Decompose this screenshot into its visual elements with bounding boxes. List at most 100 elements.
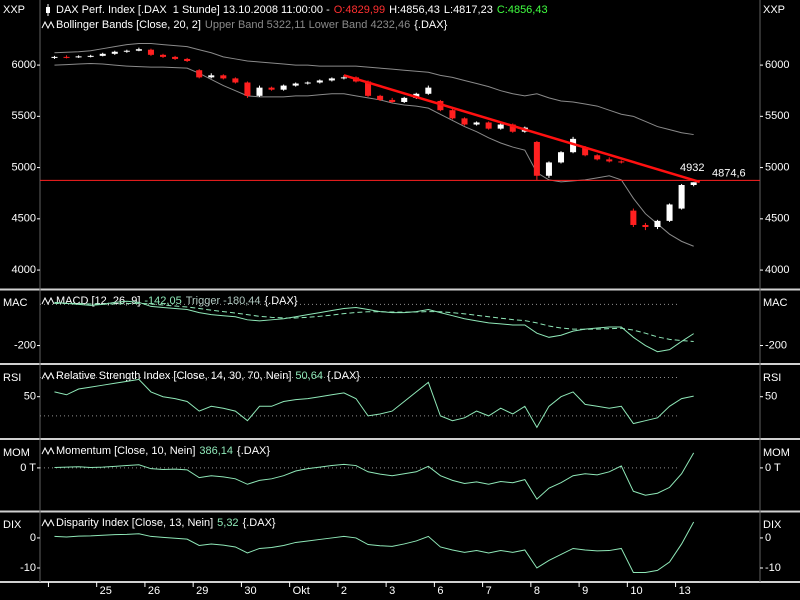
legend-item: C:4856,43: [497, 4, 548, 16]
legend-item: 386,14: [199, 445, 233, 457]
legend-item: Relative Strength Index [Close, 14, 30, …: [56, 370, 291, 382]
candle-body: [437, 100, 444, 111]
candle-body: [377, 95, 384, 100]
y-tick-label: 4000: [12, 264, 36, 276]
x-tick-label: Okt: [293, 585, 310, 597]
legend-item: Upper Band 5322,11 Lower Band 4232,46: [205, 19, 410, 31]
axis-name: MAC: [3, 297, 28, 309]
candle-body: [654, 220, 661, 228]
legend-item: {.DAX}: [265, 295, 298, 307]
candle-body: [99, 53, 106, 56]
legend-item: Bollinger Bands [Close, 20, 2]: [56, 19, 201, 31]
x-tick-label: 13: [679, 585, 691, 597]
bollinger-band: [54, 63, 694, 247]
candle-body: [232, 78, 239, 83]
y-tick-label: 4500: [765, 213, 789, 225]
candle-body: [184, 58, 191, 61]
axis-name: DIX: [763, 519, 782, 531]
candle-body: [340, 77, 347, 79]
candle-body: [485, 122, 492, 129]
legend-item: Disparity Index [Close, 13, Nein]: [56, 517, 213, 529]
y-tick-label: 6000: [12, 59, 36, 71]
y-tick-label: -10: [765, 562, 781, 574]
y-tick-label: -10: [20, 562, 36, 574]
x-tick-label: 26: [148, 585, 160, 597]
legend-text: Bollinger Bands [Close, 20, 2] Upper Band…: [56, 19, 448, 31]
x-tick-label: 3: [389, 585, 395, 597]
bollinger-band: [54, 43, 694, 136]
y-tick-label: 5000: [765, 161, 789, 173]
legend-text: Relative Strength Index [Close, 14, 30, …: [56, 370, 360, 382]
y-tick-label: 5500: [12, 110, 36, 122]
candle-body: [244, 82, 251, 96]
trend-line: [343, 74, 701, 184]
legend-item: 5,32: [217, 517, 238, 529]
x-tick-label: 10: [630, 585, 642, 597]
x-tick-label: 30: [244, 585, 256, 597]
candle-body: [365, 81, 372, 96]
candle-body: [630, 210, 637, 225]
y-tick-label: 5500: [765, 110, 789, 122]
candle-body: [135, 49, 142, 51]
candle-body: [618, 161, 625, 163]
indicator-line: [54, 378, 694, 429]
axis-name: MOM: [3, 447, 30, 459]
legend-text: DAX Perf. Index [.DAX 1 Stunde] 13.10.20…: [56, 4, 548, 16]
legend-item: 50,64: [295, 370, 323, 382]
candle-body: [87, 55, 94, 57]
y-tick-label: 50: [24, 391, 36, 403]
x-tick-label: 29: [196, 585, 208, 597]
candle-body: [557, 152, 565, 163]
axis-name: MOM: [763, 447, 790, 459]
y-tick-label: 0 T: [765, 462, 781, 474]
y-tick-label: 0: [765, 532, 771, 544]
candle-body: [449, 110, 456, 119]
x-tick-label: 25: [100, 585, 112, 597]
candle-body: [268, 87, 275, 90]
candle-body: [51, 56, 58, 58]
trend-line-label: 4932: [680, 162, 704, 174]
y-tick-label: 4000: [765, 264, 789, 276]
legend-item: Momentum [Close, 10, Nein]: [56, 445, 195, 457]
legend-icon: [41, 518, 55, 528]
candle-body: [220, 75, 227, 79]
candle-body: [690, 182, 697, 185]
legend-icon: [41, 371, 55, 381]
candle-body: [160, 54, 167, 57]
x-tick-label: 9: [582, 585, 588, 597]
candle-body: [75, 56, 82, 58]
legend-item: Trigger -180,44: [186, 295, 261, 307]
indicator-line: [54, 452, 695, 500]
legend-item: L:4817,23: [444, 4, 493, 16]
axis-name: XXP: [763, 4, 785, 16]
legend-text: Momentum [Close, 10, Nein] 386,14 {.DAX}: [56, 445, 270, 457]
indicator-line: [54, 300, 694, 353]
candle-body: [147, 49, 154, 55]
candle-body: [123, 50, 130, 52]
candle-body: [533, 141, 540, 176]
y-tick-label: 4500: [12, 213, 36, 225]
indicator-line: [54, 302, 694, 343]
candle-body: [196, 70, 203, 78]
legend-item: H:4856,43: [389, 4, 440, 16]
x-tick-label: 7: [486, 585, 492, 597]
candle-body: [172, 56, 179, 59]
legend-icon: [41, 296, 55, 306]
legend-icon: [41, 20, 55, 30]
legend-item: {.DAX}: [237, 445, 270, 457]
candle-body: [678, 184, 685, 209]
y-tick-label: 0 T: [20, 462, 36, 474]
candle-body: [316, 80, 323, 83]
candle-body: [642, 224, 649, 228]
candle-body: [461, 118, 468, 125]
x-tick-label: 6: [437, 585, 443, 597]
candle-body: [328, 78, 335, 81]
legend-item: {.DAX}: [414, 19, 447, 31]
candle-body: [606, 159, 613, 162]
candle-body: [425, 87, 432, 94]
candle-body: [256, 87, 263, 96]
candle-body: [509, 124, 516, 132]
axis-name: MAC: [763, 297, 788, 309]
